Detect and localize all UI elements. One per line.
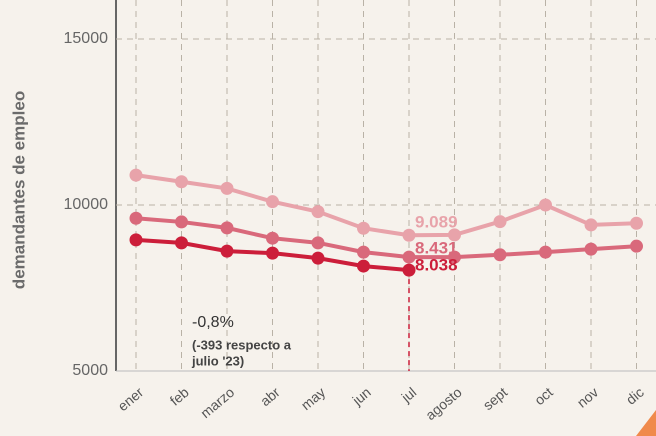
data-point xyxy=(175,236,188,250)
data-point xyxy=(220,244,234,258)
x-tick-label: oct xyxy=(531,384,556,408)
y-tick-label: 15000 xyxy=(64,30,109,47)
value-label: 8.431 xyxy=(415,239,458,258)
data-point xyxy=(448,250,461,264)
data-point xyxy=(539,198,552,212)
data-point xyxy=(266,246,279,260)
data-point xyxy=(175,175,188,189)
data-point xyxy=(220,221,234,235)
data-point xyxy=(493,248,507,262)
data-point xyxy=(220,181,234,195)
x-tick-label: may xyxy=(298,384,329,413)
data-point xyxy=(357,259,370,273)
value-label: 8.038 xyxy=(415,256,458,275)
data-point xyxy=(129,168,143,182)
data-point xyxy=(266,195,279,209)
data-point xyxy=(129,211,143,225)
data-point xyxy=(311,205,325,219)
y-tick-label: 10000 xyxy=(64,196,109,213)
annotation-line: (-393 respecto a xyxy=(192,337,292,352)
data-point xyxy=(357,221,370,235)
series-line xyxy=(135,216,637,260)
data-point xyxy=(630,239,643,253)
x-tick-label: sept xyxy=(480,384,511,413)
y-axis-label: demandantes de empleo xyxy=(9,91,28,289)
corner-decoration xyxy=(636,410,656,436)
value-label: 9.089 xyxy=(415,213,458,232)
x-tick-label: marzo xyxy=(197,384,237,421)
data-point xyxy=(402,250,416,264)
x-tick-label: jun xyxy=(348,384,373,409)
data-point xyxy=(311,236,325,250)
annotation-line: julio '23) xyxy=(191,353,244,368)
series-line xyxy=(135,173,637,238)
y-tick-label: 5000 xyxy=(72,362,108,379)
data-point xyxy=(584,242,598,256)
data-point xyxy=(493,215,507,229)
x-tick-label: abr xyxy=(257,384,283,409)
data-point xyxy=(539,245,552,259)
data-point xyxy=(129,233,143,247)
x-tick-label: dic xyxy=(623,384,647,408)
x-tick-label: jul xyxy=(398,384,420,406)
x-tick-label: agosto xyxy=(422,384,465,423)
data-point xyxy=(357,245,370,259)
data-point xyxy=(266,231,279,245)
data-point xyxy=(584,218,598,232)
data-point xyxy=(402,228,416,242)
x-tick-label: feb xyxy=(167,384,192,409)
x-tick-label: ener xyxy=(115,384,147,414)
annotation-title: -0,8% xyxy=(192,314,234,331)
data-point xyxy=(311,251,325,265)
data-point xyxy=(175,215,188,229)
data-point xyxy=(630,216,643,230)
data-point xyxy=(448,228,461,242)
x-tick-label: nov xyxy=(574,384,602,411)
